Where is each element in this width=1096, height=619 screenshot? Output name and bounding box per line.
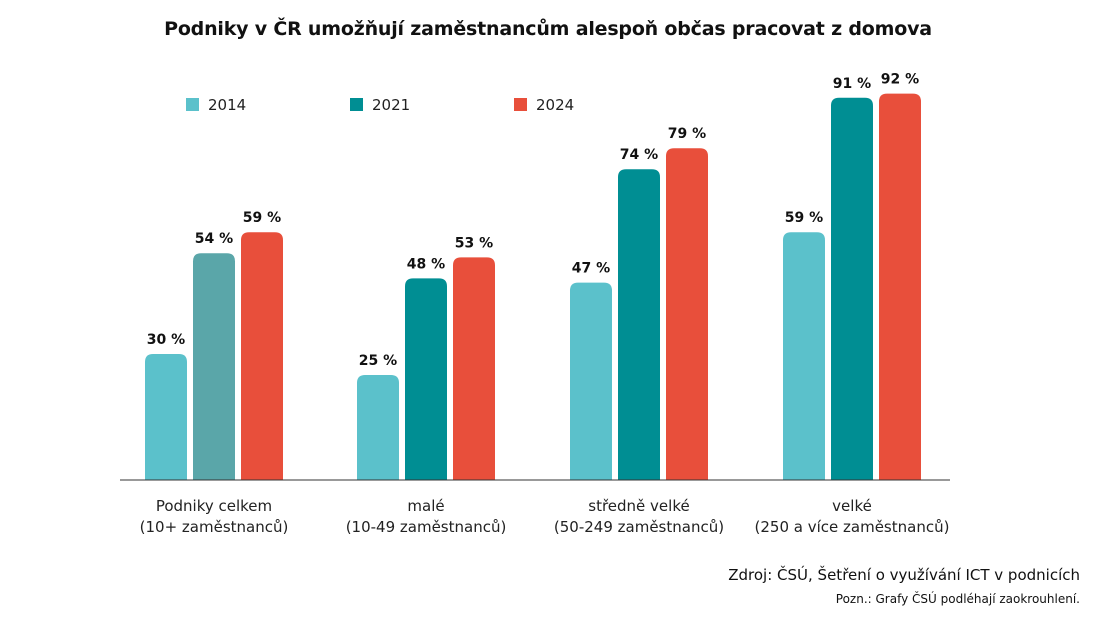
category-labels-group: Podniky celkem (10+ zaměstnanců) malé (10-4… xyxy=(140,497,950,536)
category-label-4-line-2: (250 a více zaměstnanců) xyxy=(755,518,950,536)
legend-swatch-2024 xyxy=(514,98,527,111)
value-label-2024-4: 92 % xyxy=(881,72,919,88)
value-label-2014-2: 25 % xyxy=(359,353,397,369)
bar-2021-3 xyxy=(618,169,660,480)
value-label-2024-2: 53 % xyxy=(455,235,493,251)
bar-2021-2 xyxy=(405,278,447,480)
value-label-2024-1: 59 % xyxy=(243,210,281,226)
bars-group xyxy=(145,93,921,481)
legend: 2014 2021 2024 xyxy=(186,96,574,114)
category-label-2-line-1: malé xyxy=(407,497,444,515)
value-label-2021-4: 91 % xyxy=(833,76,871,92)
bar-2024-2 xyxy=(453,257,495,480)
value-labels-group: 30 % 54 % 59 % 25 % 48 % 53 % 47 % 74 % 79 % 59 %… xyxy=(147,72,919,369)
value-label-2024-3: 79 % xyxy=(668,126,706,142)
value-label-2021-3: 74 % xyxy=(620,147,658,163)
category-label-2-line-2: (10-49 zaměstnanců) xyxy=(346,518,507,536)
legend-label-2021: 2021 xyxy=(372,96,410,114)
bar-2014-1 xyxy=(145,354,187,480)
legend-label-2014: 2014 xyxy=(208,96,246,114)
legend-label-2024: 2024 xyxy=(536,96,574,114)
value-label-2014-3: 47 % xyxy=(572,261,610,277)
category-label-1-line-1: Podniky celkem xyxy=(156,497,272,515)
legend-swatch-2021 xyxy=(350,98,363,111)
category-label-3-line-1: středně velké xyxy=(588,497,689,515)
category-label-4-line-1: velké xyxy=(832,497,872,515)
value-label-2014-4: 59 % xyxy=(785,210,823,226)
legend-swatch-2014 xyxy=(186,98,199,111)
category-label-3-line-2: (50-249 zaměstnanců) xyxy=(554,518,724,536)
value-label-2021-1: 54 % xyxy=(195,231,233,247)
bar-2014-2 xyxy=(357,375,399,480)
value-label-2021-2: 48 % xyxy=(407,256,445,272)
source-text: Zdroj: ČSÚ, Šetření o využívání ICT v po… xyxy=(728,566,1080,584)
bar-2021-1 xyxy=(193,253,235,480)
note-text: Pozn.: Grafy ČSÚ podléhají zaokrouhlení. xyxy=(835,592,1080,606)
bar-2014-4 xyxy=(783,232,825,480)
bar-2021-4 xyxy=(831,97,873,481)
category-label-1-line-2: (10+ zaměstnanců) xyxy=(140,518,289,536)
bar-2024-1 xyxy=(241,232,283,480)
bar-2024-3 xyxy=(666,148,708,480)
value-label-2014-1: 30 % xyxy=(147,332,185,348)
chart-title: Podniky v ČR umožňují zaměstnancům alesp… xyxy=(164,18,932,40)
bar-2014-3 xyxy=(570,282,612,480)
bar-2024-4 xyxy=(879,93,921,480)
